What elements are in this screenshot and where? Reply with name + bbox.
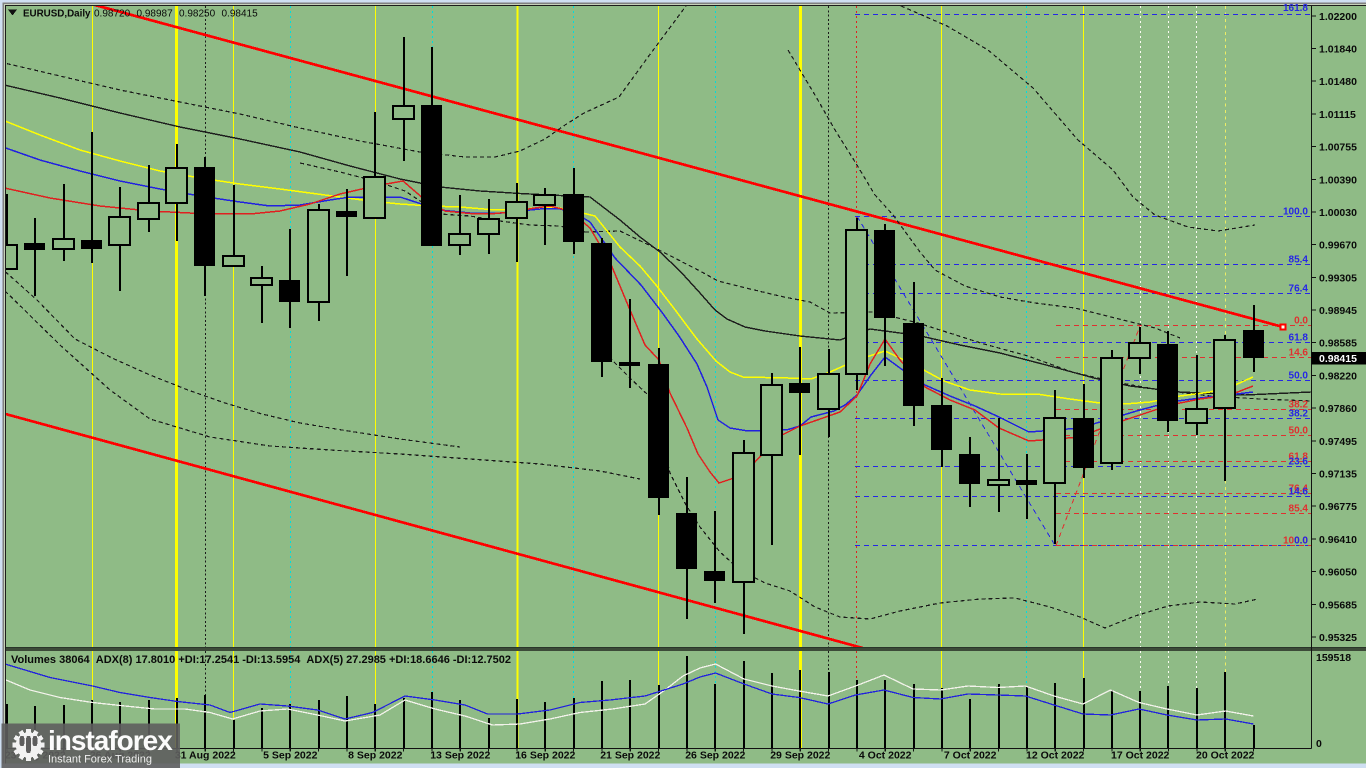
svg-text:EURUSD,Daily: EURUSD,Daily <box>23 9 91 20</box>
svg-text:50.0: 50.0 <box>1289 371 1309 382</box>
svg-text:16 Sep 2022: 16 Sep 2022 <box>515 750 575 762</box>
svg-text:0.96775: 0.96775 <box>1319 501 1357 513</box>
svg-text:0.96410: 0.96410 <box>1319 534 1357 546</box>
svg-text:Volumes 38064 ADX(8) 17.8010: Volumes 38064 ADX(8) 17.8010 +DI:17.2541… <box>11 654 511 666</box>
svg-text:0.97135: 0.97135 <box>1319 468 1357 480</box>
svg-text:8 Sep 2022: 8 Sep 2022 <box>348 750 402 762</box>
svg-text:12 Oct 2022: 12 Oct 2022 <box>1026 750 1085 762</box>
svg-text:1.02200: 1.02200 <box>1319 11 1357 23</box>
svg-text:0.97860: 0.97860 <box>1319 403 1357 415</box>
svg-text:29 Sep 2022: 29 Sep 2022 <box>770 750 830 762</box>
svg-text:85.4: 85.4 <box>1289 255 1309 266</box>
svg-text:1.00390: 1.00390 <box>1319 174 1357 186</box>
svg-text:20 Oct 2022: 20 Oct 2022 <box>1196 750 1255 762</box>
svg-text:38.2: 38.2 <box>1289 400 1309 411</box>
svg-text:1.01480: 1.01480 <box>1319 76 1357 88</box>
svg-text:instaforex: instaforex <box>48 725 173 756</box>
svg-text:0.96050: 0.96050 <box>1319 566 1357 578</box>
svg-text:31 Aug 2022: 31 Aug 2022 <box>175 750 236 762</box>
svg-text:38.2: 38.2 <box>1289 409 1309 420</box>
svg-text:0.98415: 0.98415 <box>222 9 259 20</box>
svg-text:0.95325: 0.95325 <box>1319 632 1357 644</box>
svg-text:61.8: 61.8 <box>1289 452 1309 463</box>
svg-text:1.00755: 1.00755 <box>1319 141 1357 153</box>
svg-text:1.01115: 1.01115 <box>1319 109 1356 121</box>
svg-text:100.0: 100.0 <box>1283 536 1308 547</box>
svg-text:Instant Forex Trading: Instant Forex Trading <box>48 754 152 766</box>
svg-text:0.98987: 0.98987 <box>137 9 174 20</box>
svg-text:0.95685: 0.95685 <box>1319 599 1357 611</box>
svg-text:76.4: 76.4 <box>1289 484 1309 495</box>
svg-text:76.4: 76.4 <box>1289 284 1309 295</box>
svg-text:5 Sep 2022: 5 Sep 2022 <box>263 750 317 762</box>
svg-text:0.0: 0.0 <box>1294 536 1308 547</box>
svg-text:0.98945: 0.98945 <box>1319 305 1357 317</box>
svg-text:0: 0 <box>1316 738 1322 750</box>
svg-text:0.98415: 0.98415 <box>1319 353 1357 365</box>
svg-text:100.0: 100.0 <box>1283 207 1308 218</box>
svg-text:0.97495: 0.97495 <box>1319 436 1357 448</box>
svg-text:23.6: 23.6 <box>1289 457 1309 468</box>
svg-text:161.8: 161.8 <box>1283 3 1308 14</box>
svg-text:0.99670: 0.99670 <box>1319 239 1357 251</box>
svg-text:61.8: 61.8 <box>1289 333 1309 344</box>
svg-text:50.0: 50.0 <box>1289 426 1309 437</box>
svg-text:0.98220: 0.98220 <box>1319 370 1357 382</box>
svg-text:4 Oct 2022: 4 Oct 2022 <box>859 750 912 762</box>
svg-text:1.01840: 1.01840 <box>1319 43 1357 55</box>
svg-text:21 Sep 2022: 21 Sep 2022 <box>600 750 660 762</box>
svg-text:0.98720: 0.98720 <box>94 9 131 20</box>
svg-text:0.99305: 0.99305 <box>1319 272 1357 284</box>
svg-text:26 Sep 2022: 26 Sep 2022 <box>685 750 745 762</box>
svg-text:13 Sep 2022: 13 Sep 2022 <box>430 750 490 762</box>
svg-text:0.98585: 0.98585 <box>1319 337 1357 349</box>
svg-text:0.0: 0.0 <box>1294 316 1308 327</box>
svg-text:17 Oct 2022: 17 Oct 2022 <box>1111 750 1170 762</box>
svg-text:1.00030: 1.00030 <box>1319 207 1357 219</box>
svg-text:14.6: 14.6 <box>1289 487 1309 498</box>
svg-text:159518: 159518 <box>1316 652 1351 664</box>
svg-text:0.98250: 0.98250 <box>179 9 216 20</box>
svg-text:85.4: 85.4 <box>1289 504 1309 515</box>
svg-text:14.6: 14.6 <box>1289 348 1309 359</box>
svg-text:7 Oct 2022: 7 Oct 2022 <box>944 750 997 762</box>
